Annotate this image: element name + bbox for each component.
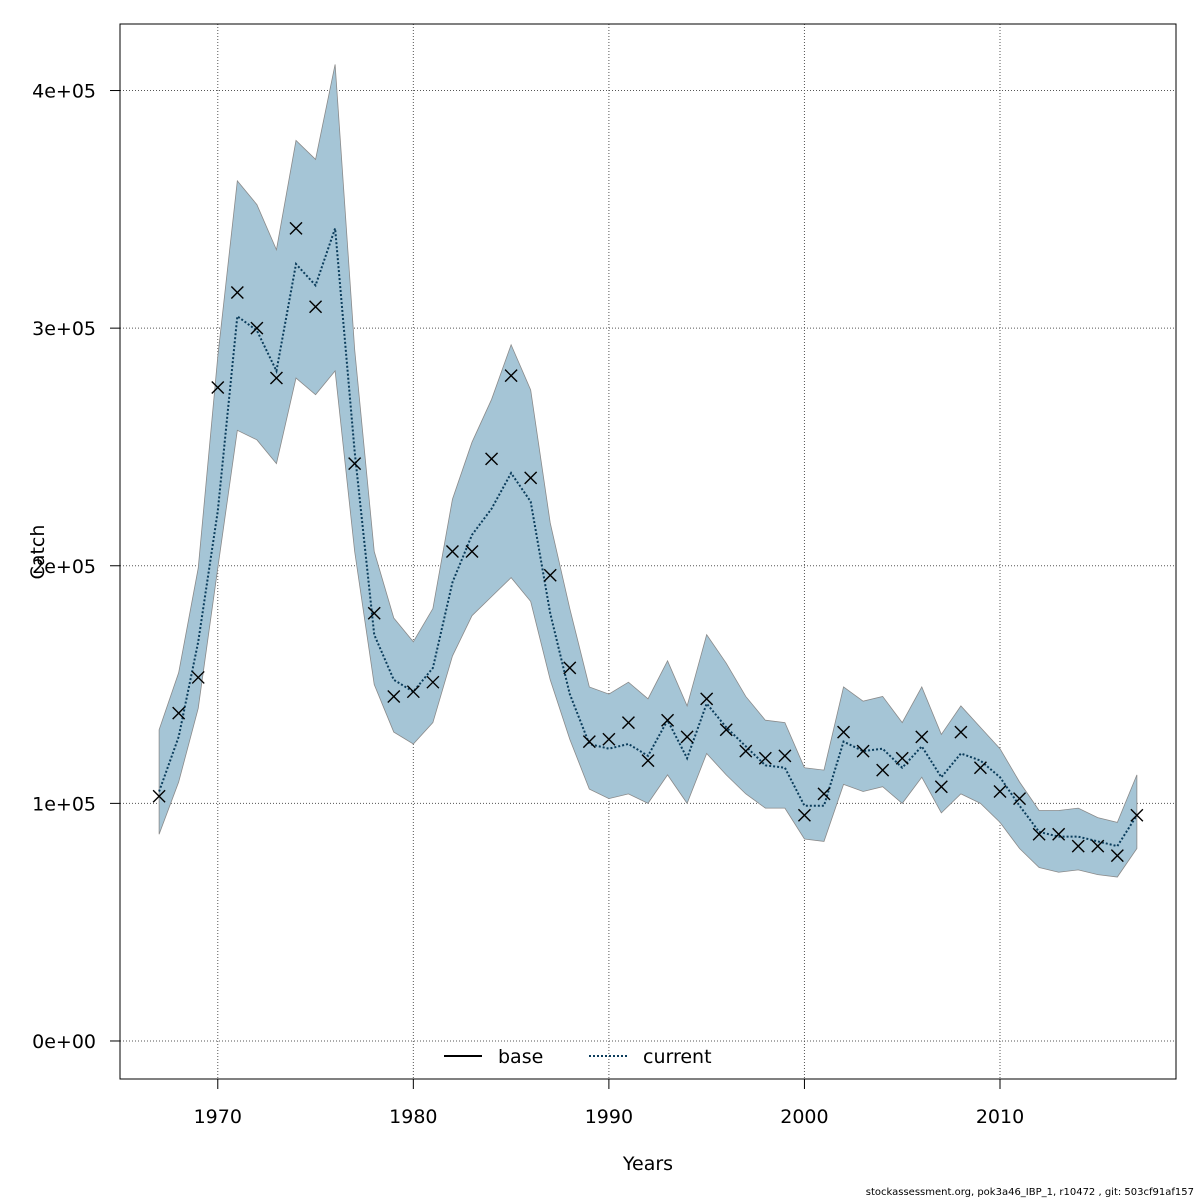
observed-point — [543, 568, 557, 582]
footer-note: stockassessment.org, pok3a46_IBP_1, r104… — [865, 1187, 1194, 1198]
observed-point — [993, 784, 1007, 798]
observed-point — [152, 789, 166, 803]
observed-point — [778, 749, 792, 763]
grid — [120, 24, 1176, 1079]
observed-point — [406, 685, 420, 699]
observed-point — [680, 730, 694, 744]
observed-point — [700, 692, 714, 706]
observed-point — [797, 808, 811, 822]
observed-point — [1091, 839, 1105, 853]
confidence-band — [158, 64, 1138, 878]
observed-point — [837, 725, 851, 739]
observed-point — [348, 457, 362, 471]
observed-point — [739, 744, 753, 758]
observed-point — [1110, 849, 1124, 863]
observed-point — [621, 716, 635, 730]
legend-current-label: current — [643, 1046, 712, 1068]
x-tick-label: 1980 — [389, 1106, 437, 1128]
observed-markers — [152, 221, 1144, 863]
current-series-line — [158, 228, 1138, 848]
observed-point — [309, 300, 323, 314]
observed-point — [973, 761, 987, 775]
y-tick-label: 0e+00 — [32, 1031, 96, 1053]
observed-point — [1071, 839, 1085, 853]
observed-point — [934, 780, 948, 794]
observed-point — [1013, 792, 1027, 806]
series-lines — [158, 228, 1138, 848]
observed-point — [367, 606, 381, 620]
x-tick-label: 1990 — [585, 1106, 633, 1128]
y-axis-title: Catch — [27, 525, 49, 580]
axes: 1970 1980 1990 2000 2010 0e+00 1e+05 2e+05 3e+05… — [32, 81, 1024, 1128]
observed-point — [1032, 827, 1046, 841]
observed-point — [954, 725, 968, 739]
x-tick-label: 1970 — [194, 1106, 242, 1128]
legend-base-label: base — [498, 1046, 543, 1068]
observed-point — [758, 751, 772, 765]
band-area — [158, 64, 1138, 878]
observed-point — [1130, 808, 1144, 822]
y-tick-label: 2e+05 — [32, 556, 96, 578]
observed-point — [582, 735, 596, 749]
observed-point — [876, 763, 890, 777]
observed-point — [895, 751, 909, 765]
observed-point — [465, 545, 479, 558]
observed-point — [191, 670, 205, 684]
observed-point — [172, 706, 186, 720]
observed-point — [250, 321, 264, 335]
observed-point — [602, 732, 616, 746]
plot-frame — [119, 23, 1177, 1080]
y-tick-label: 1e+05 — [32, 793, 96, 815]
observed-point — [719, 723, 733, 737]
observed-point — [387, 689, 401, 703]
legend: base current — [444, 1046, 712, 1068]
observed-point — [485, 452, 499, 466]
observed-point — [504, 369, 518, 383]
observed-point — [915, 730, 929, 744]
observed-point — [289, 221, 303, 235]
observed-point — [641, 754, 655, 768]
x-tick-label: 2010 — [976, 1106, 1024, 1128]
y-tick-label: 3e+05 — [32, 318, 96, 340]
observed-point — [661, 713, 675, 727]
observed-point — [1052, 827, 1066, 841]
observed-point — [563, 661, 577, 675]
x-axis-title: Years — [622, 1153, 673, 1175]
observed-point — [445, 545, 459, 558]
observed-point — [524, 471, 538, 485]
observed-point — [211, 381, 225, 395]
observed-point — [230, 286, 244, 299]
observed-point — [269, 371, 283, 385]
observed-point — [817, 787, 831, 801]
observed-point — [856, 744, 870, 758]
observed-point — [426, 675, 440, 689]
x-tick-label: 2000 — [780, 1106, 828, 1128]
y-tick-label: 4e+05 — [32, 81, 96, 103]
